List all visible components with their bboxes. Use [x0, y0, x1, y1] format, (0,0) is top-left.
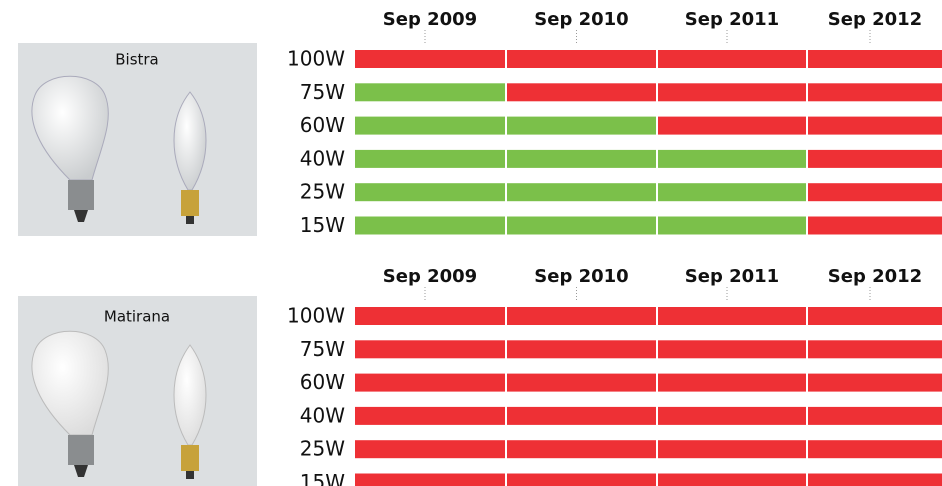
status-cell — [507, 150, 656, 168]
status-cell — [808, 374, 942, 392]
row-label: 75W — [300, 337, 345, 361]
row-label: 100W — [287, 304, 345, 328]
status-cell — [808, 83, 942, 101]
status-cell — [808, 474, 942, 486]
status-cell — [658, 440, 806, 458]
status-cell — [507, 340, 656, 358]
status-cell — [355, 50, 505, 68]
period-label: Sep 2012 — [828, 266, 922, 287]
status-cell — [507, 474, 656, 486]
status-cell — [808, 50, 942, 68]
status-cell — [808, 217, 942, 235]
status-cell — [355, 407, 505, 425]
status-cell — [507, 407, 656, 425]
status-cell — [355, 440, 505, 458]
row-label: 75W — [300, 80, 345, 104]
status-cell — [658, 150, 806, 168]
status-cell — [658, 83, 806, 101]
row-label: 25W — [300, 437, 345, 461]
status-cell — [808, 150, 942, 168]
status-cell — [658, 217, 806, 235]
status-cell — [507, 117, 656, 135]
row-label: 60W — [300, 113, 345, 137]
status-cell — [355, 474, 505, 486]
status-cell — [808, 407, 942, 425]
row-label: 100W — [287, 47, 345, 71]
status-cell — [808, 183, 942, 201]
period-label: Sep 2010 — [534, 266, 628, 287]
status-cell — [658, 307, 806, 325]
status-cell — [355, 150, 505, 168]
status-cell — [507, 440, 656, 458]
status-cell — [507, 374, 656, 392]
status-cell — [808, 440, 942, 458]
period-label: Sep 2010 — [534, 9, 628, 30]
status-cell — [355, 117, 505, 135]
row-label: 60W — [300, 370, 345, 394]
period-label: Sep 2009 — [383, 9, 477, 30]
status-cell — [658, 474, 806, 486]
status-cell — [658, 407, 806, 425]
status-cell — [507, 83, 656, 101]
status-cell — [658, 340, 806, 358]
phase-out-chart: Bistra Sep 2009 Sep 2010 Sep 2011 Sep 2012 10… — [0, 0, 942, 486]
status-cell — [808, 307, 942, 325]
status-cell — [507, 183, 656, 201]
row-label: 40W — [300, 146, 345, 170]
status-cell — [658, 50, 806, 68]
period-label: Sep 2011 — [685, 266, 779, 287]
box-label: Matirana — [104, 308, 170, 326]
status-cell — [658, 374, 806, 392]
status-cell — [808, 117, 942, 135]
status-cell — [355, 83, 505, 101]
period-label: Sep 2011 — [685, 9, 779, 30]
status-cell — [355, 183, 505, 201]
status-cell — [355, 217, 505, 235]
status-cell — [355, 340, 505, 358]
period-label: Sep 2009 — [383, 266, 477, 287]
row-label: 15W — [300, 470, 345, 486]
box-label: Bistra — [115, 51, 159, 69]
row-label: 15W — [300, 213, 345, 237]
period-label: Sep 2012 — [828, 9, 922, 30]
status-cell — [507, 50, 656, 68]
status-cell — [658, 183, 806, 201]
status-cell — [808, 340, 942, 358]
status-cell — [507, 217, 656, 235]
row-label: 25W — [300, 180, 345, 204]
row-label: 40W — [300, 403, 345, 427]
image-box — [18, 43, 257, 236]
status-cell — [355, 374, 505, 392]
status-cell — [658, 117, 806, 135]
status-cell — [507, 307, 656, 325]
page: Bistra Sep 2009 Sep 2010 Sep 2011 Sep 2012 10… — [0, 0, 942, 486]
status-cell — [355, 307, 505, 325]
